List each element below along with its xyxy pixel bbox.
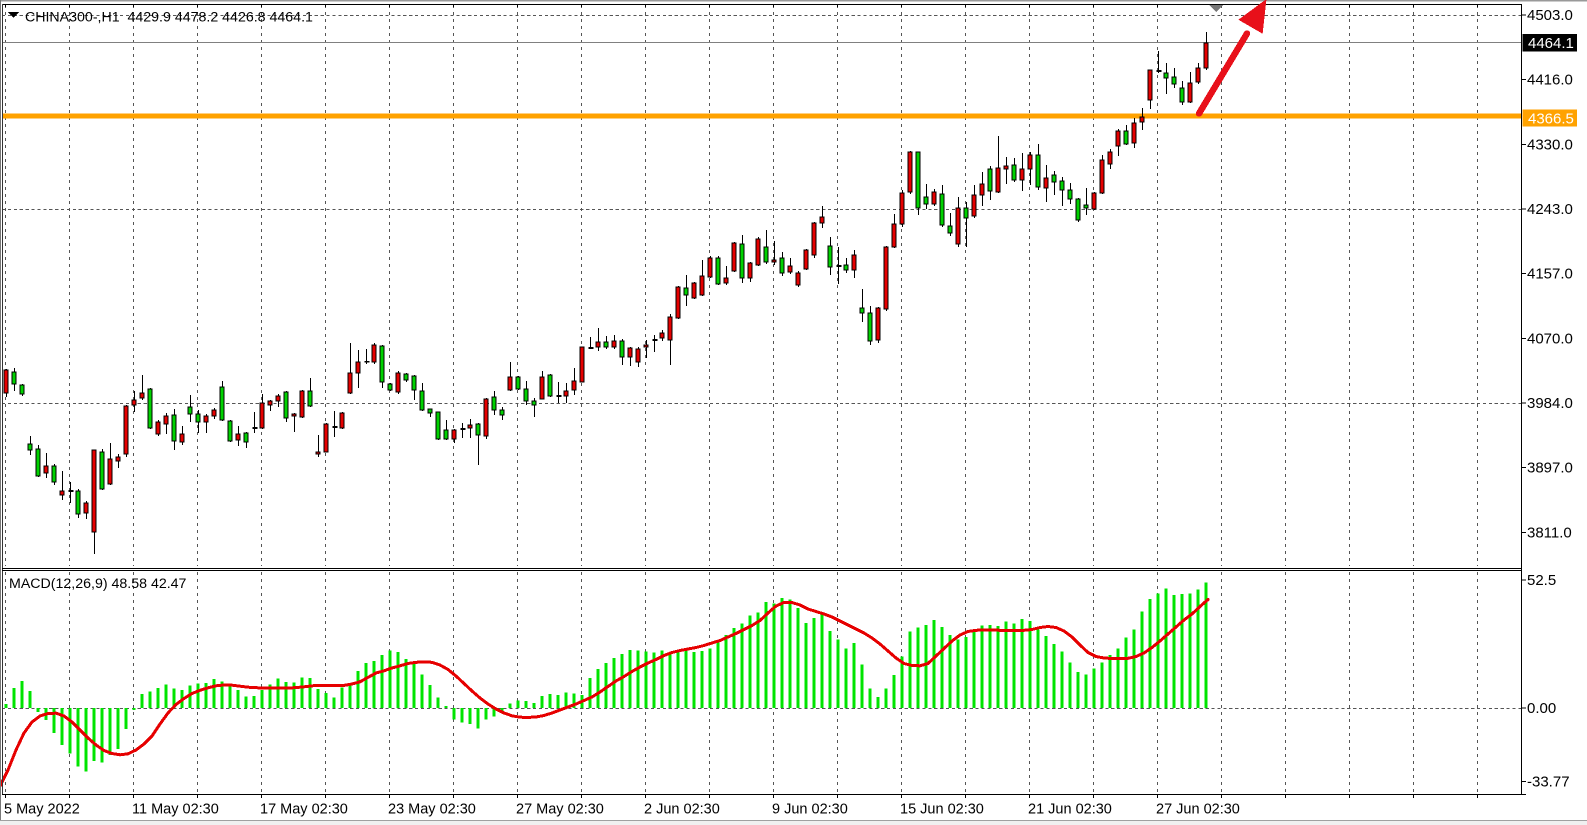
svg-text:4503.0: 4503.0 <box>1527 7 1573 24</box>
svg-text:3897.0: 3897.0 <box>1527 460 1573 477</box>
svg-text:MACD(12,26,9) 48.58 42.47: MACD(12,26,9) 48.58 42.47 <box>9 576 187 592</box>
svg-text:3811.0: 3811.0 <box>1527 524 1572 541</box>
svg-text:CHINA300-,H1 4429.9 4478.2 44: CHINA300-,H1 4429.9 4478.2 4426.8 4464.1 <box>25 10 313 26</box>
svg-text:27 Jun 02:30: 27 Jun 02:30 <box>1156 802 1240 818</box>
svg-text:52.5: 52.5 <box>1527 572 1556 589</box>
svg-text:5 May 2022: 5 May 2022 <box>4 802 80 818</box>
svg-text:17 May 02:30: 17 May 02:30 <box>260 802 348 818</box>
svg-text:4366.5: 4366.5 <box>1528 111 1574 128</box>
svg-text:0.00: 0.00 <box>1527 700 1556 717</box>
svg-text:11 May 02:30: 11 May 02:30 <box>132 802 219 818</box>
svg-text:27 May 02:30: 27 May 02:30 <box>516 802 604 818</box>
svg-text:4157.0: 4157.0 <box>1527 266 1573 283</box>
svg-text:4416.0: 4416.0 <box>1527 72 1573 89</box>
svg-text:21 Jun 02:30: 21 Jun 02:30 <box>1028 802 1112 818</box>
svg-text:15 Jun 02:30: 15 Jun 02:30 <box>900 802 984 818</box>
svg-text:3984.0: 3984.0 <box>1527 395 1573 412</box>
svg-text:9 Jun 02:30: 9 Jun 02:30 <box>772 802 848 818</box>
svg-text:4243.0: 4243.0 <box>1527 201 1573 218</box>
svg-text:4464.1: 4464.1 <box>1528 35 1574 52</box>
svg-text:-33.77: -33.77 <box>1527 774 1570 791</box>
svg-text:4330.0: 4330.0 <box>1527 136 1573 153</box>
svg-text:23 May 02:30: 23 May 02:30 <box>388 802 476 818</box>
svg-text:2 Jun 02:30: 2 Jun 02:30 <box>644 802 720 818</box>
svg-text:4070.0: 4070.0 <box>1527 330 1573 347</box>
